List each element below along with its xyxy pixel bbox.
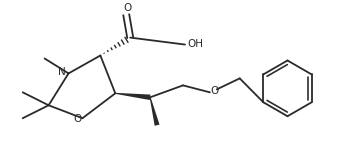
Text: O: O [73,114,81,124]
Text: OH: OH [187,39,203,49]
Text: O: O [123,3,131,13]
Polygon shape [150,97,159,126]
Text: N: N [58,67,65,77]
Text: O: O [211,86,219,96]
Polygon shape [115,93,150,100]
